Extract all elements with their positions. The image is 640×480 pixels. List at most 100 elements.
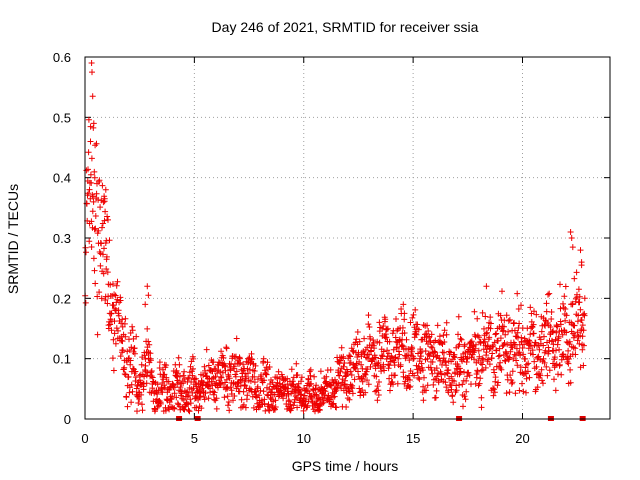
data-point bbox=[304, 402, 311, 409]
data-point bbox=[251, 373, 258, 380]
data-point bbox=[349, 390, 356, 397]
data-point bbox=[430, 353, 437, 360]
tick-labels: 0 5 10 15 20 0 0.1 0.2 0.3 0.4 0.5 0.6 bbox=[53, 50, 530, 446]
data-point bbox=[433, 354, 440, 361]
data-point bbox=[477, 375, 484, 382]
data-point bbox=[356, 338, 363, 345]
data-point bbox=[132, 374, 139, 381]
data-point bbox=[355, 368, 361, 375]
data-point bbox=[286, 398, 293, 405]
data-point bbox=[121, 364, 128, 371]
data-point bbox=[365, 312, 372, 319]
data-point bbox=[353, 336, 360, 343]
data-point bbox=[395, 355, 402, 362]
data-point bbox=[493, 330, 500, 337]
data-point bbox=[322, 388, 329, 395]
data-point bbox=[128, 381, 135, 388]
data-point bbox=[340, 363, 347, 370]
data-point bbox=[374, 397, 381, 404]
data-point bbox=[88, 244, 95, 250]
data-point bbox=[567, 229, 574, 235]
data-point bbox=[233, 353, 239, 360]
data-point bbox=[275, 368, 282, 375]
data-point bbox=[252, 362, 259, 369]
data-point bbox=[372, 354, 379, 361]
data-point bbox=[419, 367, 426, 374]
data-point bbox=[90, 255, 97, 262]
data-point bbox=[141, 373, 148, 380]
data-point bbox=[561, 293, 568, 300]
data-point bbox=[243, 373, 250, 380]
data-point bbox=[176, 373, 183, 380]
data-point bbox=[136, 396, 143, 402]
data-point bbox=[523, 375, 530, 382]
data-point bbox=[505, 317, 512, 324]
data-point bbox=[281, 377, 288, 384]
data-point bbox=[86, 186, 93, 193]
data-point bbox=[100, 270, 107, 277]
data-point bbox=[482, 313, 489, 320]
data-point bbox=[497, 359, 504, 366]
data-point bbox=[190, 365, 196, 372]
data-point bbox=[539, 377, 545, 384]
data-point bbox=[359, 375, 366, 382]
data-point bbox=[127, 357, 134, 364]
data-point bbox=[102, 186, 109, 193]
data-point bbox=[450, 399, 457, 406]
data-point bbox=[365, 321, 372, 328]
data-point bbox=[410, 355, 417, 362]
data-point bbox=[294, 372, 301, 378]
data-point bbox=[390, 346, 397, 353]
data-point bbox=[507, 348, 514, 355]
data-point bbox=[341, 360, 348, 366]
y-tick-label: 0.2 bbox=[53, 291, 71, 306]
data-point bbox=[349, 385, 356, 392]
data-point bbox=[336, 372, 343, 379]
data-point bbox=[144, 283, 151, 290]
data-point bbox=[364, 366, 371, 373]
data-point bbox=[577, 247, 584, 254]
data-point bbox=[154, 381, 161, 388]
data-point bbox=[328, 382, 335, 389]
data-point bbox=[117, 353, 124, 360]
data-point bbox=[92, 142, 99, 149]
data-point bbox=[541, 333, 547, 340]
data-point bbox=[260, 388, 267, 395]
data-point bbox=[180, 380, 187, 387]
data-point bbox=[399, 343, 406, 349]
data-point bbox=[343, 372, 350, 379]
data-point bbox=[409, 345, 416, 352]
data-point bbox=[503, 312, 510, 319]
data-point bbox=[193, 404, 200, 411]
data-point bbox=[184, 388, 191, 395]
data-point bbox=[218, 348, 225, 355]
data-point bbox=[387, 358, 394, 365]
data-point bbox=[376, 319, 383, 326]
data-point bbox=[479, 355, 486, 362]
data-point bbox=[485, 356, 492, 363]
y-tick-label: 0.4 bbox=[53, 171, 71, 186]
x-tick-label: 10 bbox=[297, 431, 311, 446]
data-point bbox=[280, 395, 287, 402]
data-point bbox=[218, 380, 225, 387]
data-point bbox=[91, 226, 98, 233]
data-point bbox=[366, 324, 373, 330]
data-point bbox=[85, 190, 92, 197]
data-point bbox=[97, 262, 104, 269]
data-point bbox=[461, 393, 468, 400]
data-point bbox=[545, 291, 551, 298]
data-point bbox=[403, 353, 410, 360]
x-tick-label: 0 bbox=[81, 431, 88, 446]
data-point bbox=[476, 380, 483, 387]
data-point bbox=[244, 392, 251, 399]
data-point bbox=[579, 346, 586, 353]
data-point bbox=[580, 311, 587, 318]
data-point bbox=[515, 306, 522, 312]
data-point bbox=[463, 359, 470, 365]
data-point bbox=[173, 394, 180, 401]
data-point bbox=[482, 364, 489, 371]
data-point bbox=[217, 373, 224, 380]
data-point bbox=[288, 366, 295, 373]
data-point bbox=[124, 348, 131, 355]
